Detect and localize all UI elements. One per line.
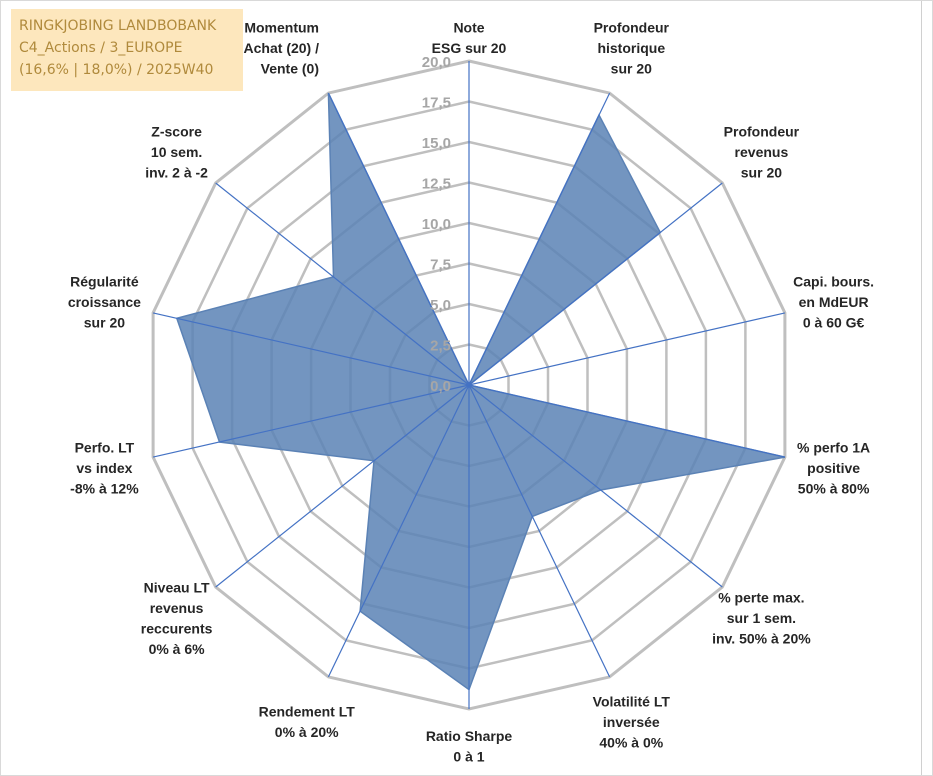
- axis-label-line: 0% à 6%: [149, 641, 206, 657]
- axis-label-line: Volatilité LT: [593, 694, 671, 710]
- axis-label-line: Ratio Sharpe: [426, 728, 513, 744]
- axis-spoke: [468, 182, 723, 386]
- axis-label-line: croissance: [68, 294, 141, 310]
- axis-spoke: [327, 92, 470, 386]
- tick-label: 0,0: [430, 378, 451, 395]
- axis-label-line: % perfo 1A: [797, 440, 870, 456]
- axis-label-line: positive: [807, 460, 860, 476]
- axis-label-line: 0% à 20%: [275, 724, 339, 740]
- axis-label-line: 0 à 1: [453, 749, 484, 765]
- axis-label-line: -8% à 12%: [70, 481, 139, 497]
- axis-spoke: [468, 384, 786, 458]
- tick-label: 2,5: [430, 338, 451, 355]
- axis-spoke: [152, 384, 470, 458]
- tick-label: 20,0: [422, 54, 451, 71]
- axis-spoke: [468, 92, 611, 386]
- axis-label-line: ESG sur 20: [432, 40, 507, 56]
- axis-label-line: inv. 50% à 20%: [712, 631, 811, 647]
- axis-label-line: Profondeur: [724, 123, 800, 139]
- axis-label-line: 10 sem.: [151, 144, 202, 160]
- axis-label-line: reccurents: [141, 620, 213, 636]
- tick-label: 10,0: [422, 216, 451, 233]
- chart-title-box: RINGKJOBING LANDBOBANK C4_Actions / 3_EU…: [11, 9, 243, 91]
- axis-label-line: historique: [597, 40, 665, 56]
- axis-label-line: Vente (0): [261, 61, 319, 77]
- axis-label-line: Momentum: [244, 20, 319, 36]
- axis-label-line: Z-score: [151, 123, 202, 139]
- axis-spoke: [215, 182, 470, 386]
- axis-label-line: Achat (20) /: [244, 40, 320, 56]
- axis-label-line: Capi. bours.: [793, 273, 874, 289]
- axis-spoke: [468, 384, 611, 678]
- axis-label-line: Note: [453, 20, 484, 36]
- axis-label-line: 50% à 80%: [798, 481, 870, 497]
- axis-label-line: 40% à 0%: [599, 735, 663, 751]
- axis-label-line: sur 20: [84, 314, 125, 330]
- axis-label-line: revenus: [735, 144, 789, 160]
- axis-label-line: sur 1 sem.: [727, 610, 796, 626]
- tick-label: 17,5: [422, 95, 451, 112]
- tick-label: 7,5: [430, 257, 451, 274]
- axis-label-line: % perte max.: [718, 590, 804, 606]
- axis-label-line: Perfo. LT: [75, 440, 135, 456]
- tick-label: 5,0: [430, 297, 451, 314]
- category-label: C4_Actions / 3_EUROPE: [19, 40, 183, 56]
- series-area: [175, 92, 786, 691]
- axis-label-line: en MdEUR: [799, 294, 869, 310]
- axis-label-line: Profondeur: [594, 20, 670, 36]
- axis-label-line: vs index: [76, 460, 132, 476]
- axis-label-line: 0 à 60 G€: [803, 314, 865, 330]
- tick-label: 15,0: [422, 135, 451, 152]
- axis-label-line: Rendement LT: [259, 704, 356, 720]
- axis-spoke: [468, 312, 786, 386]
- axis-spoke: [152, 312, 470, 386]
- axis-label-line: Niveau LT: [144, 579, 210, 595]
- axis-spoke: [327, 384, 470, 678]
- axis-spoke: [215, 384, 470, 588]
- axis-label-line: Régularité: [70, 273, 139, 289]
- axis-label-line: sur 20: [611, 61, 652, 77]
- axis-spoke: [468, 384, 723, 588]
- axis-label-line: revenus: [150, 600, 204, 616]
- axis-label-line: sur 20: [741, 164, 782, 180]
- performance-week-label: (16,6% | 18,0%) / 2025W40: [19, 62, 214, 78]
- company-name: RINGKJOBING LANDBOBANK: [19, 18, 217, 34]
- axis-label-line: inversée: [603, 714, 660, 730]
- axis-label-line: inv. 2 à -2: [145, 164, 208, 180]
- tick-label: 12,5: [422, 176, 451, 193]
